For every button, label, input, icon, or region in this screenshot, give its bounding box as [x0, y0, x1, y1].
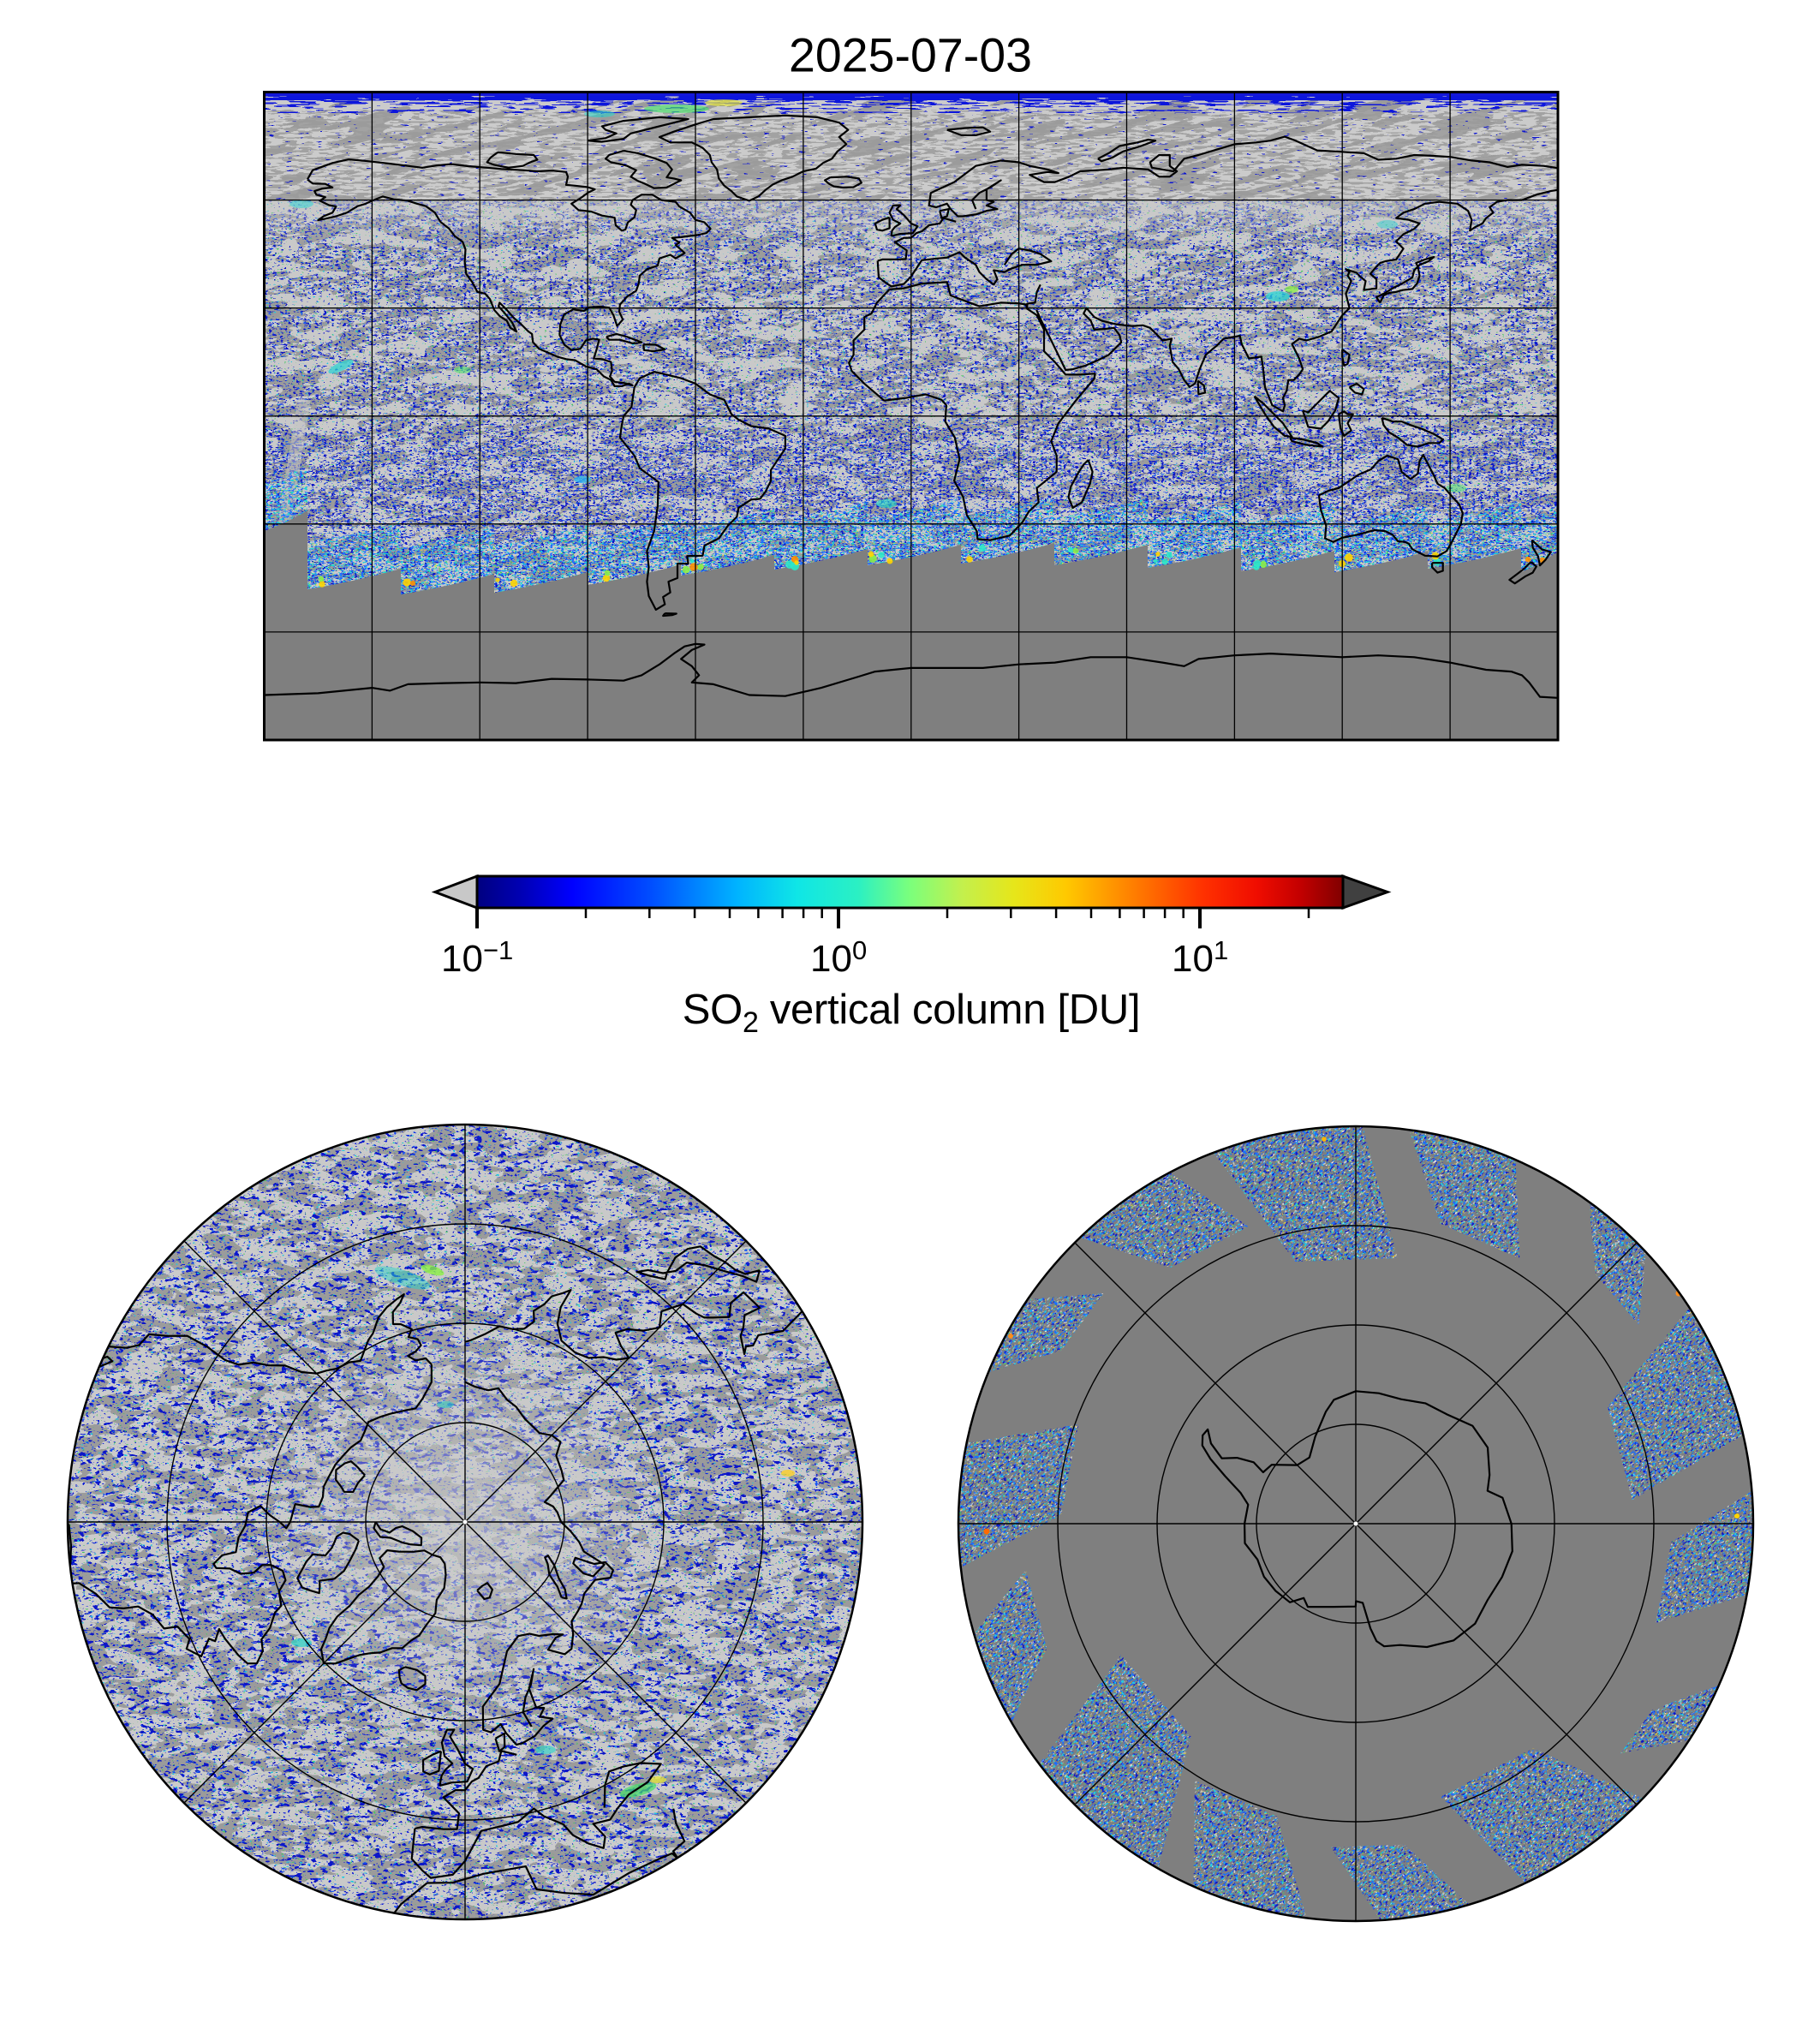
svg-text:100: 100	[810, 935, 867, 980]
svg-text:SO2 vertical column [DU]: SO2 vertical column [DU]	[683, 987, 1141, 1039]
svg-text:2025-07-03: 2025-07-03	[789, 29, 1032, 82]
